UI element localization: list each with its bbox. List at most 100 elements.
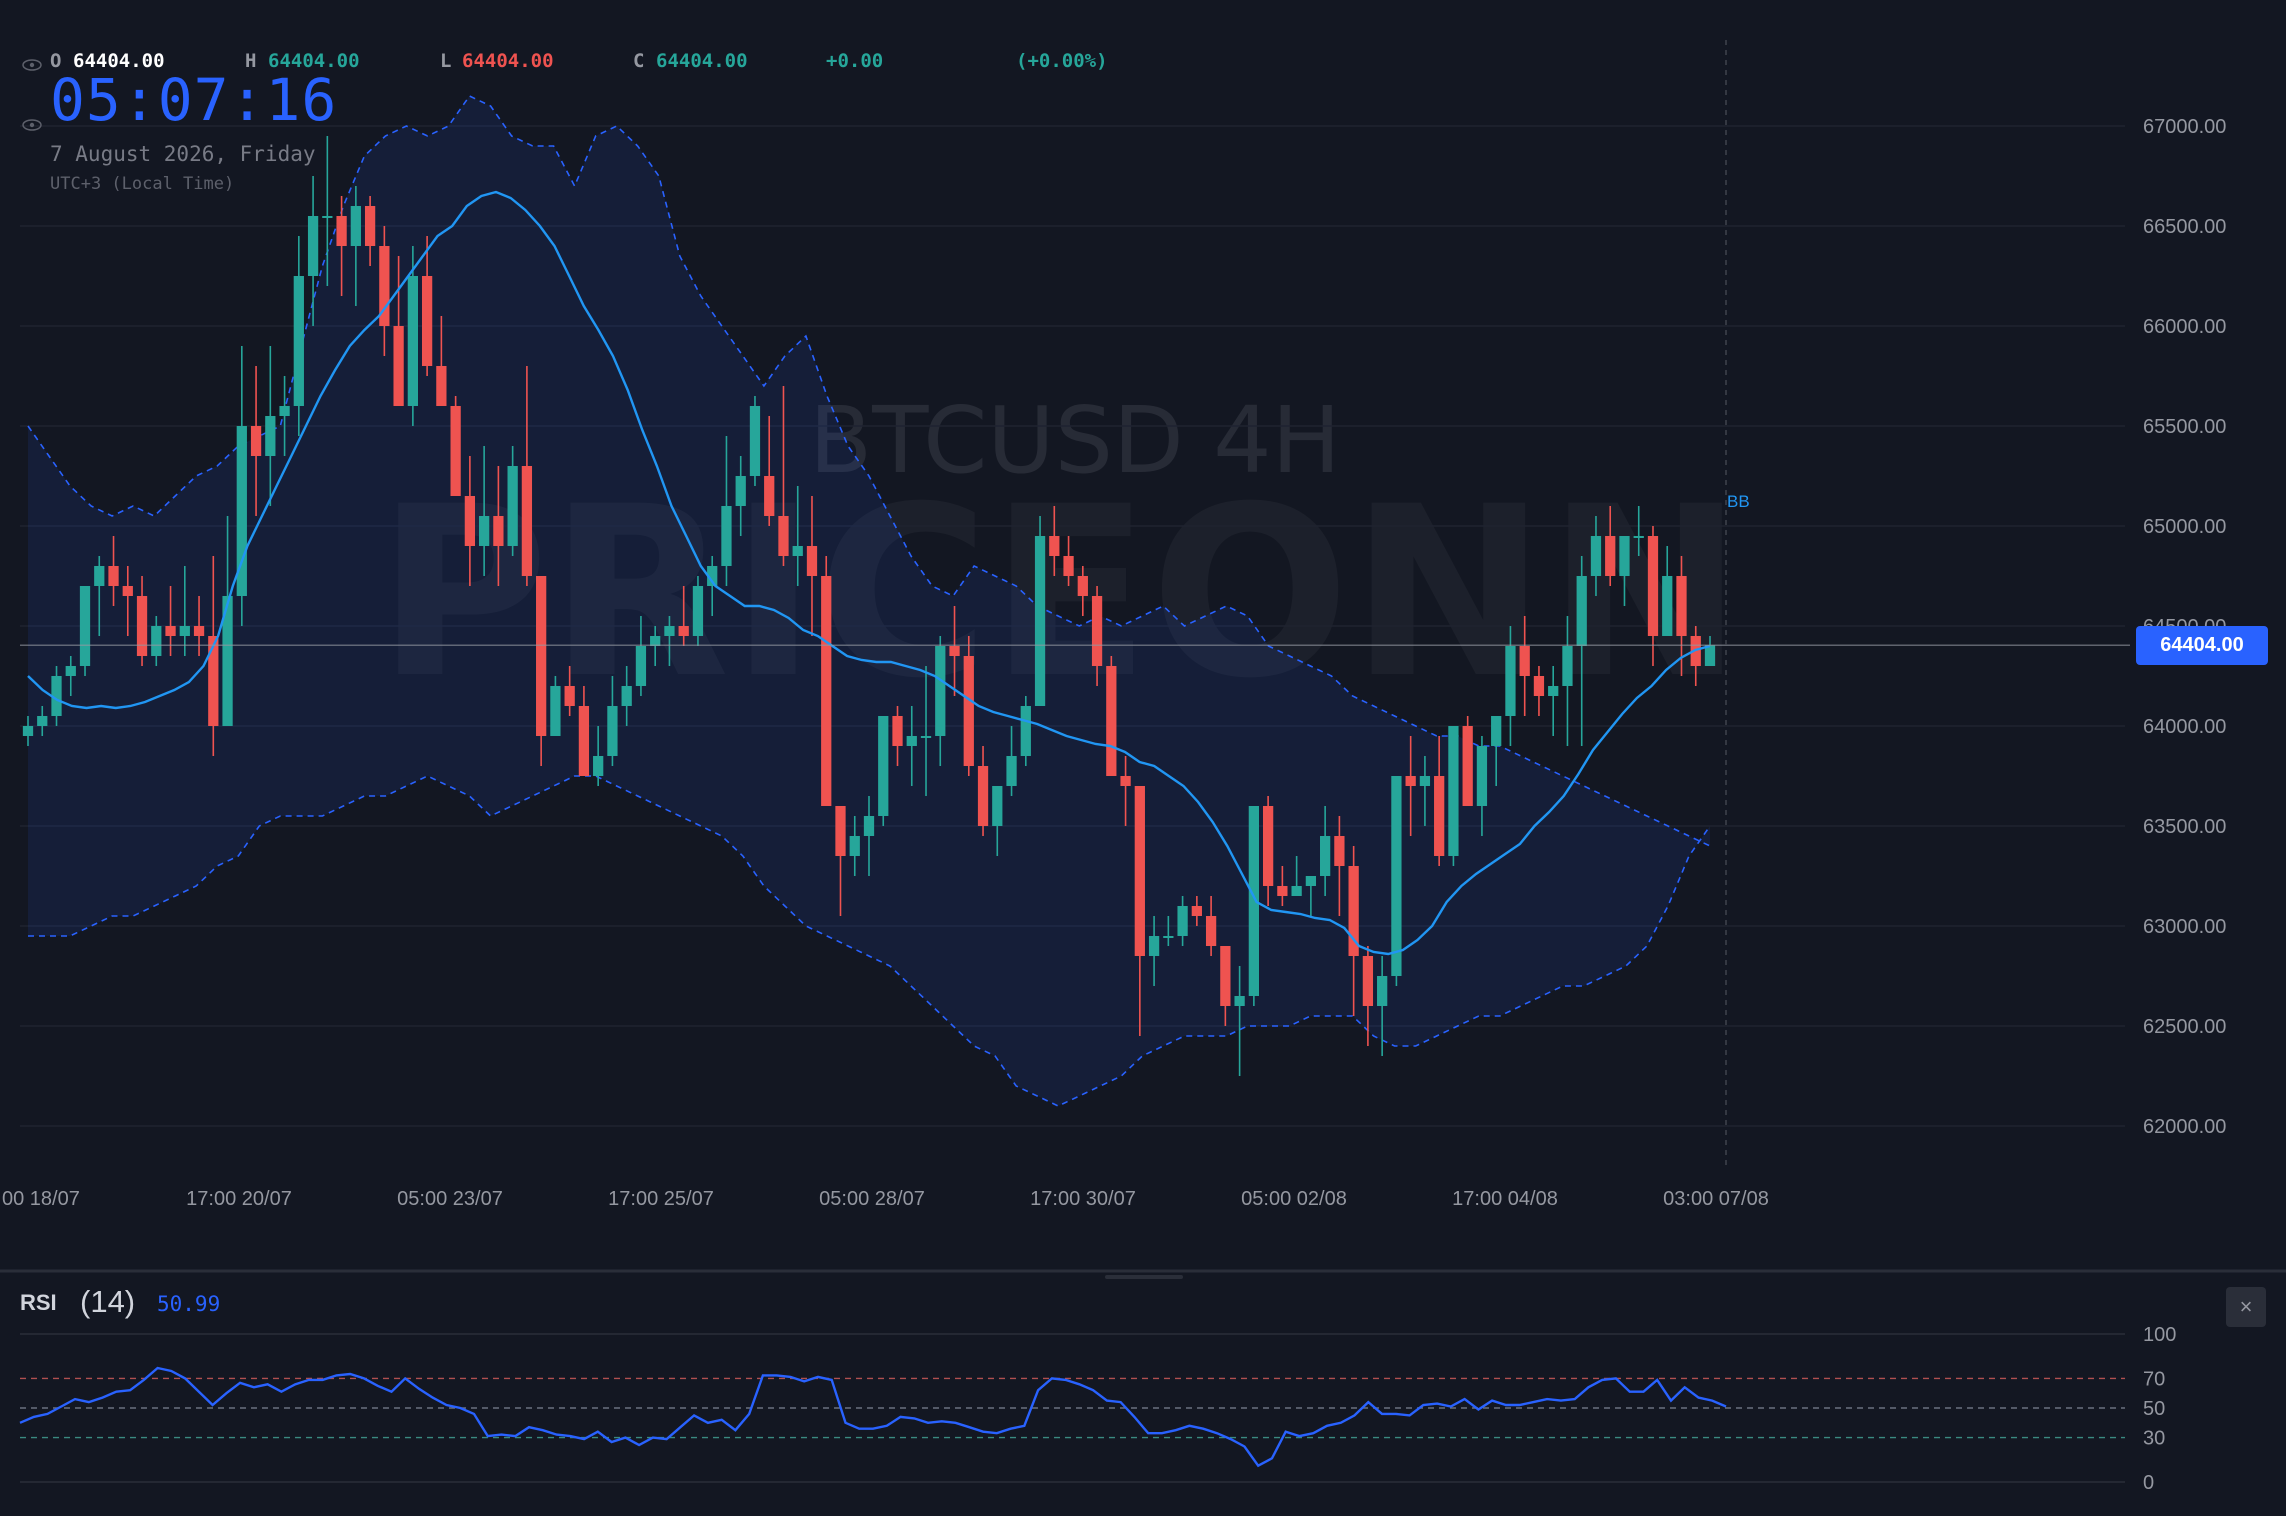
- candle-body: [1191, 906, 1202, 916]
- candle-body: [336, 216, 347, 246]
- y-tick-label: 65500.00: [2143, 416, 2226, 438]
- candle-body: [165, 626, 176, 636]
- rsi-tick-label: 50: [2143, 1398, 2165, 1420]
- x-tick-label: 05:00 23/07: [397, 1188, 503, 1210]
- candle-body: [1519, 646, 1530, 676]
- candle-body: [1562, 646, 1573, 686]
- candle: [1662, 546, 1673, 636]
- candle: [963, 636, 974, 776]
- candle-body: [1034, 536, 1046, 706]
- candle: [1134, 786, 1145, 1036]
- candle: [307, 176, 319, 326]
- high-value: 64404.00: [268, 50, 360, 72]
- candle: [407, 246, 418, 426]
- candle: [179, 566, 190, 656]
- candle: [122, 566, 133, 636]
- candle-body: [1419, 776, 1431, 786]
- candle: [650, 626, 661, 666]
- candle: [906, 706, 917, 786]
- candle: [1305, 876, 1317, 916]
- candle-body: [1134, 786, 1145, 956]
- candle-body: [379, 246, 390, 326]
- candle: [1220, 946, 1231, 1026]
- candle: [1205, 896, 1217, 956]
- candle-body: [821, 576, 832, 806]
- candle-body: [1106, 666, 1117, 776]
- candle-body: [421, 276, 433, 366]
- candle-body: [1619, 536, 1630, 576]
- rsi-length: (14): [80, 1284, 136, 1319]
- candle-body: [992, 786, 1003, 826]
- candle-body: [650, 636, 661, 646]
- candle: [507, 446, 518, 556]
- candle-body: [1491, 716, 1502, 746]
- candle: [1419, 756, 1431, 826]
- candle-body: [1391, 776, 1402, 976]
- candle: [1704, 636, 1716, 666]
- candle: [293, 236, 304, 436]
- candle-body: [550, 686, 561, 736]
- close-label: C: [633, 50, 645, 72]
- candle-body: [236, 426, 247, 596]
- x-tick-label: 17:00 25/07: [608, 1188, 714, 1210]
- pane-resize-handle[interactable]: [1105, 1275, 1183, 1279]
- candle-body: [1205, 916, 1217, 946]
- candle-body: [1676, 576, 1687, 636]
- candle-body: [593, 756, 604, 776]
- candle-body: [607, 706, 618, 756]
- candle-body: [920, 736, 932, 738]
- candle-body: [464, 496, 476, 546]
- candle-body: [1277, 886, 1288, 896]
- candle-body: [906, 736, 917, 746]
- x-tick-label: 17:00 30/07: [1030, 1188, 1136, 1210]
- candle: [550, 676, 561, 736]
- candle-body: [279, 406, 290, 416]
- candle: [806, 496, 818, 636]
- candle: [208, 556, 219, 756]
- candle-body: [721, 506, 732, 566]
- open-label: O: [50, 50, 62, 72]
- candle: [1291, 856, 1302, 896]
- candle-body: [521, 466, 533, 576]
- candle: [1277, 866, 1288, 906]
- candle: [1148, 916, 1160, 986]
- candle: [778, 386, 789, 566]
- candle: [1063, 536, 1074, 586]
- y-tick-label: 63000.00: [2143, 916, 2226, 938]
- candle-body: [151, 626, 162, 656]
- candle: [265, 346, 276, 506]
- candle: [863, 796, 875, 876]
- candle-body: [1548, 686, 1559, 696]
- candle: [222, 516, 233, 726]
- candle-body: [764, 476, 775, 516]
- candle: [521, 366, 533, 586]
- change-percent: (+0.00%): [1016, 50, 1108, 72]
- candle-body: [1476, 746, 1488, 806]
- candle-body: [1462, 726, 1473, 806]
- candle: [621, 666, 632, 726]
- candle: [692, 576, 704, 646]
- candle: [1320, 806, 1331, 896]
- candle-body: [1505, 646, 1516, 716]
- candle: [1262, 796, 1274, 906]
- candle-body: [735, 476, 746, 506]
- candle-body: [193, 626, 205, 636]
- candle-body: [1063, 556, 1074, 576]
- candle: [564, 666, 575, 716]
- candle: [1362, 946, 1374, 1046]
- candle-body: [493, 516, 504, 546]
- candle-body: [37, 716, 48, 726]
- y-tick-label: 63500.00: [2143, 816, 2226, 838]
- eye-icon[interactable]: [22, 119, 42, 131]
- candle-body: [564, 686, 575, 706]
- eye-icon[interactable]: [22, 59, 42, 71]
- candle: [1448, 726, 1459, 866]
- candle-body: [450, 406, 461, 496]
- candle-body: [1049, 536, 1060, 556]
- candle-body: [678, 626, 689, 636]
- candle-body: [664, 626, 675, 636]
- candle: [920, 666, 932, 796]
- close-icon[interactable]: ×: [2226, 1287, 2266, 1327]
